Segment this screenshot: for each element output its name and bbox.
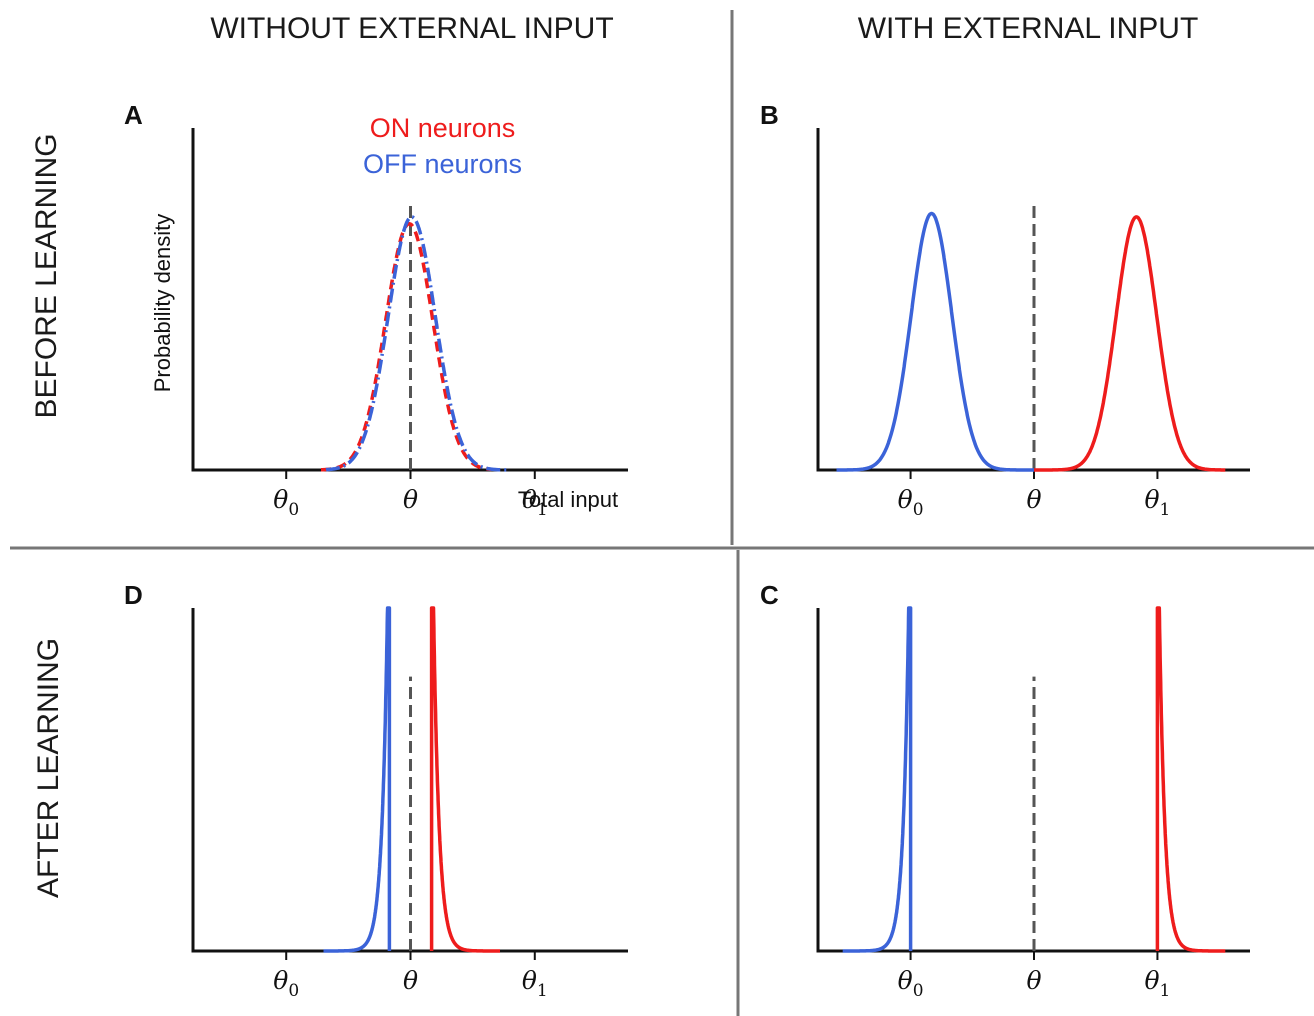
x-tick-label: θ (1026, 966, 1041, 995)
legend-entry: ON neurons (370, 113, 516, 143)
x-tick-label: θ0 (898, 966, 924, 1001)
series-line-off (324, 215, 509, 472)
x-tick-label: θ (403, 485, 418, 514)
row-header-bottom: AFTER LEARNING (32, 638, 65, 898)
panel-letter-a: A (124, 100, 143, 130)
series-line-on (319, 222, 493, 472)
column-header-right: WITH EXTERNAL INPUT (858, 12, 1199, 45)
x-tick-label: θ1 (1144, 485, 1170, 520)
series-line-on (1032, 215, 1227, 472)
x-tick-label: θ1 (522, 966, 548, 1001)
x-tick-label: θ0 (273, 966, 299, 1001)
series-line-off (835, 211, 1036, 472)
panel-b: θ0 θ θ1 (816, 128, 1250, 520)
panel-letter-b: B (760, 100, 779, 130)
panel-letter-d: D (124, 580, 143, 610)
panel-d: θ0 θ θ1 (191, 606, 628, 1001)
panel-letter-c: C (760, 580, 779, 610)
series-line-on (1155, 606, 1227, 953)
x-axis-label: Total input (518, 487, 618, 512)
x-tick-label: θ (1026, 485, 1041, 514)
column-header-left: WITHOUT EXTERNAL INPUT (210, 12, 613, 45)
series-line-off (321, 606, 392, 953)
series-line-off (841, 606, 913, 953)
x-tick-label: θ0 (273, 485, 299, 520)
panel-c: θ0 θ θ1 (816, 606, 1250, 1001)
legend-entry: OFF neurons (363, 149, 522, 179)
x-tick-label: θ0 (898, 485, 924, 520)
series-line-on (429, 606, 502, 953)
x-tick-label: θ (403, 966, 418, 995)
y-axis-label: Probability density (150, 214, 175, 393)
row-header-top: BEFORE LEARNING (30, 133, 63, 418)
x-tick-label: θ1 (522, 485, 548, 520)
x-tick-label: θ1 (1144, 966, 1170, 1001)
